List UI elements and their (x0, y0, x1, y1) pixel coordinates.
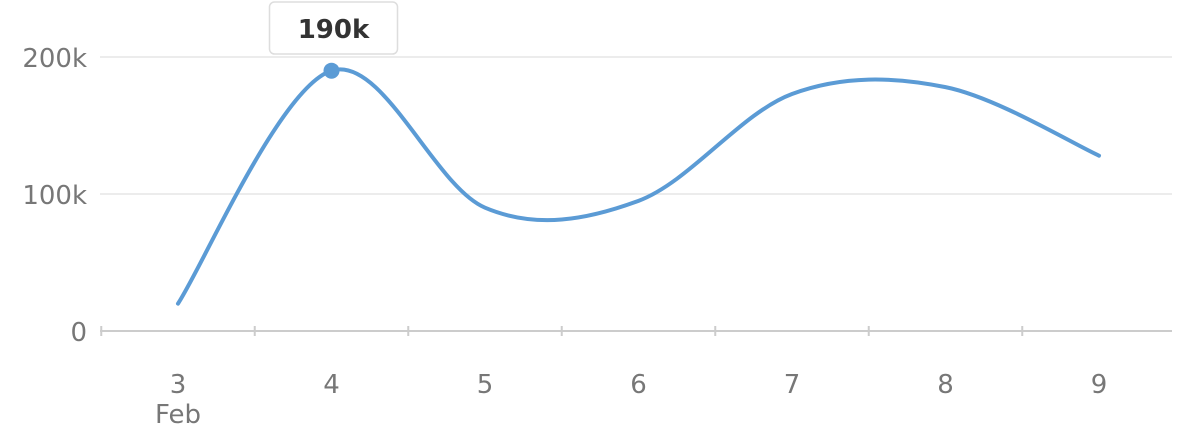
tooltip-box (268, 1, 399, 55)
y-tick-label: 0 (70, 318, 87, 348)
x-tick-label: 5 (477, 370, 494, 400)
series-line (176, 67, 1101, 306)
tooltip-value: 190k (298, 15, 370, 45)
x-tick-label: 4 (323, 370, 340, 400)
x-tick-label: 8 (937, 370, 954, 400)
x-tick-sublabel: Feb (155, 400, 201, 430)
y-tick-label: 100k (22, 181, 87, 211)
y-axis-labels: 0 100k 200k (22, 44, 87, 348)
y-tick-label: 200k (22, 44, 87, 74)
x-tick-label: 3 (170, 370, 187, 400)
x-tick-label: 7 (784, 370, 801, 400)
tooltip: 190k (268, 1, 399, 55)
x-axis (100, 326, 1172, 336)
x-tick-label: 9 (1091, 370, 1108, 400)
grid-lines (100, 56, 1172, 195)
x-tick-label: 6 (630, 370, 647, 400)
series-layer (176, 62, 1101, 306)
highlighted-data-point[interactable] (323, 62, 340, 79)
